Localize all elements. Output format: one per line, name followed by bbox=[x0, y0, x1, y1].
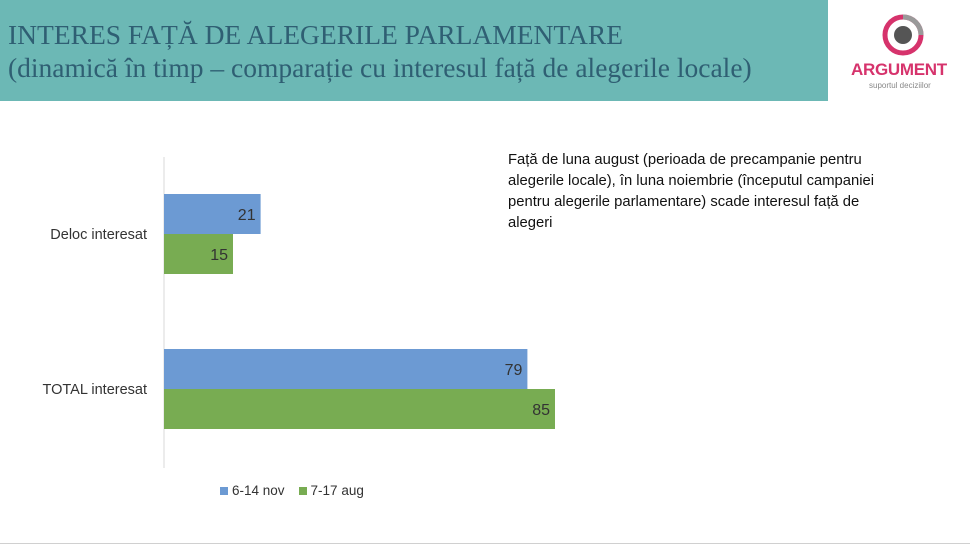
bar bbox=[164, 194, 261, 234]
legend-item: 7-17 aug bbox=[298, 483, 364, 498]
bar bbox=[164, 389, 555, 429]
bar-value-label: 85 bbox=[532, 402, 550, 419]
bar-value-label: 15 bbox=[210, 247, 228, 264]
bar bbox=[164, 234, 233, 274]
bottom-divider bbox=[0, 543, 970, 544]
bar-chart: Deloc interesat 21 15 TOTAL interesat 79 85 bbox=[43, 157, 555, 468]
chart-note: Față de luna august (perioada de precamp… bbox=[508, 152, 875, 231]
legend-swatch bbox=[298, 486, 307, 495]
legend-label: 6-14 nov bbox=[232, 483, 285, 498]
legend-swatch bbox=[220, 486, 228, 495]
page-title: INTERES FAȚĂ DE ALEGERILE PARLAMENTARE bbox=[8, 19, 624, 50]
chart-legend: 6-14 nov 7-17 aug bbox=[220, 483, 364, 498]
logo-wordmark: ARGUMENT bbox=[851, 60, 947, 79]
brand-logo: ARGUMENT suportul deciziilor bbox=[828, 0, 970, 101]
category-label: Deloc interesat bbox=[50, 227, 147, 243]
header-banner: INTERES FAȚĂ DE ALEGERILE PARLAMENTARE (… bbox=[0, 0, 828, 101]
logo-tagline: suportul deciziilor bbox=[869, 81, 931, 90]
page-subtitle: (dinamică în timp – comparație cu intere… bbox=[8, 52, 752, 83]
category-label: TOTAL interesat bbox=[43, 382, 148, 398]
legend-item: 6-14 nov bbox=[220, 483, 285, 498]
bar-value-label: 79 bbox=[505, 362, 523, 379]
logo-ring-icon bbox=[882, 14, 924, 56]
bar bbox=[164, 349, 528, 389]
bar-value-label: 21 bbox=[238, 207, 256, 224]
legend-label: 7-17 aug bbox=[310, 483, 364, 498]
